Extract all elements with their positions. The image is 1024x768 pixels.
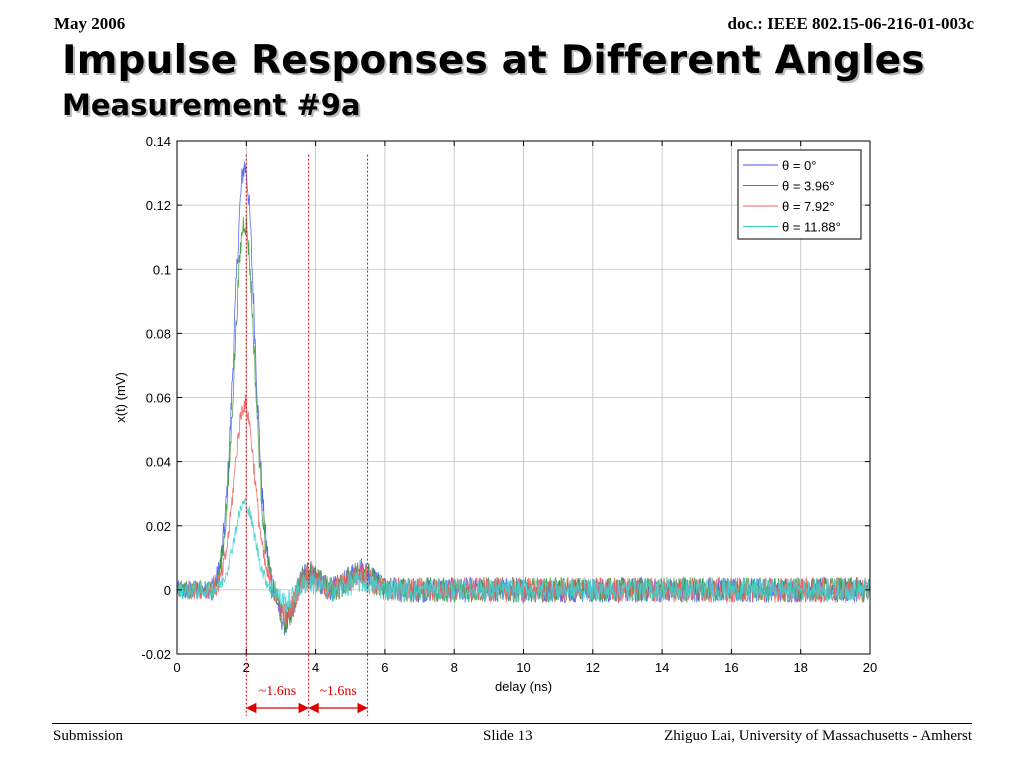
y-tick-label: 0.02	[146, 519, 171, 534]
x-tick-label: 4	[312, 660, 319, 675]
footer-slide-number: Slide 13	[483, 728, 533, 744]
x-tick-label: 10	[516, 660, 530, 675]
x-tick-label: 6	[381, 660, 388, 675]
y-tick-label: 0	[164, 583, 171, 598]
legend-label: θ = 7.92°	[782, 199, 835, 214]
y-tick-label: 0.06	[146, 391, 171, 406]
series-line-3	[176, 497, 871, 613]
footer-rule	[52, 723, 972, 724]
y-tick-label: 0.08	[146, 326, 171, 341]
x-tick-label: 8	[451, 660, 458, 675]
header-doc-id: doc.: IEEE 802.15-06-216-01-003c	[727, 14, 974, 33]
x-axis-label: delay (ns)	[495, 679, 552, 694]
y-axis-label: x(t) (mV)	[113, 372, 128, 423]
duration-label: ~1.6ns	[259, 684, 297, 699]
x-tick-label: 0	[173, 660, 180, 675]
y-tick-label: 0.04	[146, 455, 171, 470]
y-tick-label: 0.1	[153, 262, 171, 277]
x-tick-label: 20	[863, 660, 877, 675]
legend-label: θ = 0°	[782, 158, 816, 173]
x-tick-label: 14	[655, 660, 669, 675]
footer-submission: Submission	[53, 728, 124, 744]
y-tick-label: 0.14	[146, 134, 171, 149]
y-tick-label: -0.02	[141, 647, 171, 662]
y-tick-label: 0.12	[146, 198, 171, 213]
legend-label: θ = 3.96°	[782, 179, 835, 194]
slide-title: Impulse Responses at Different Angles	[62, 38, 925, 83]
duration-label: ~1.6ns	[319, 684, 357, 699]
x-tick-label: 16	[724, 660, 738, 675]
legend-label: θ = 11.88°	[782, 220, 841, 235]
x-tick-label: 18	[793, 660, 807, 675]
x-tick-label: 12	[586, 660, 600, 675]
header-date: May 2006	[54, 14, 126, 33]
slide-subtitle: Measurement #9a	[62, 88, 361, 122]
footer-author: Zhiguo Lai, University of Massachusetts …	[664, 728, 972, 744]
